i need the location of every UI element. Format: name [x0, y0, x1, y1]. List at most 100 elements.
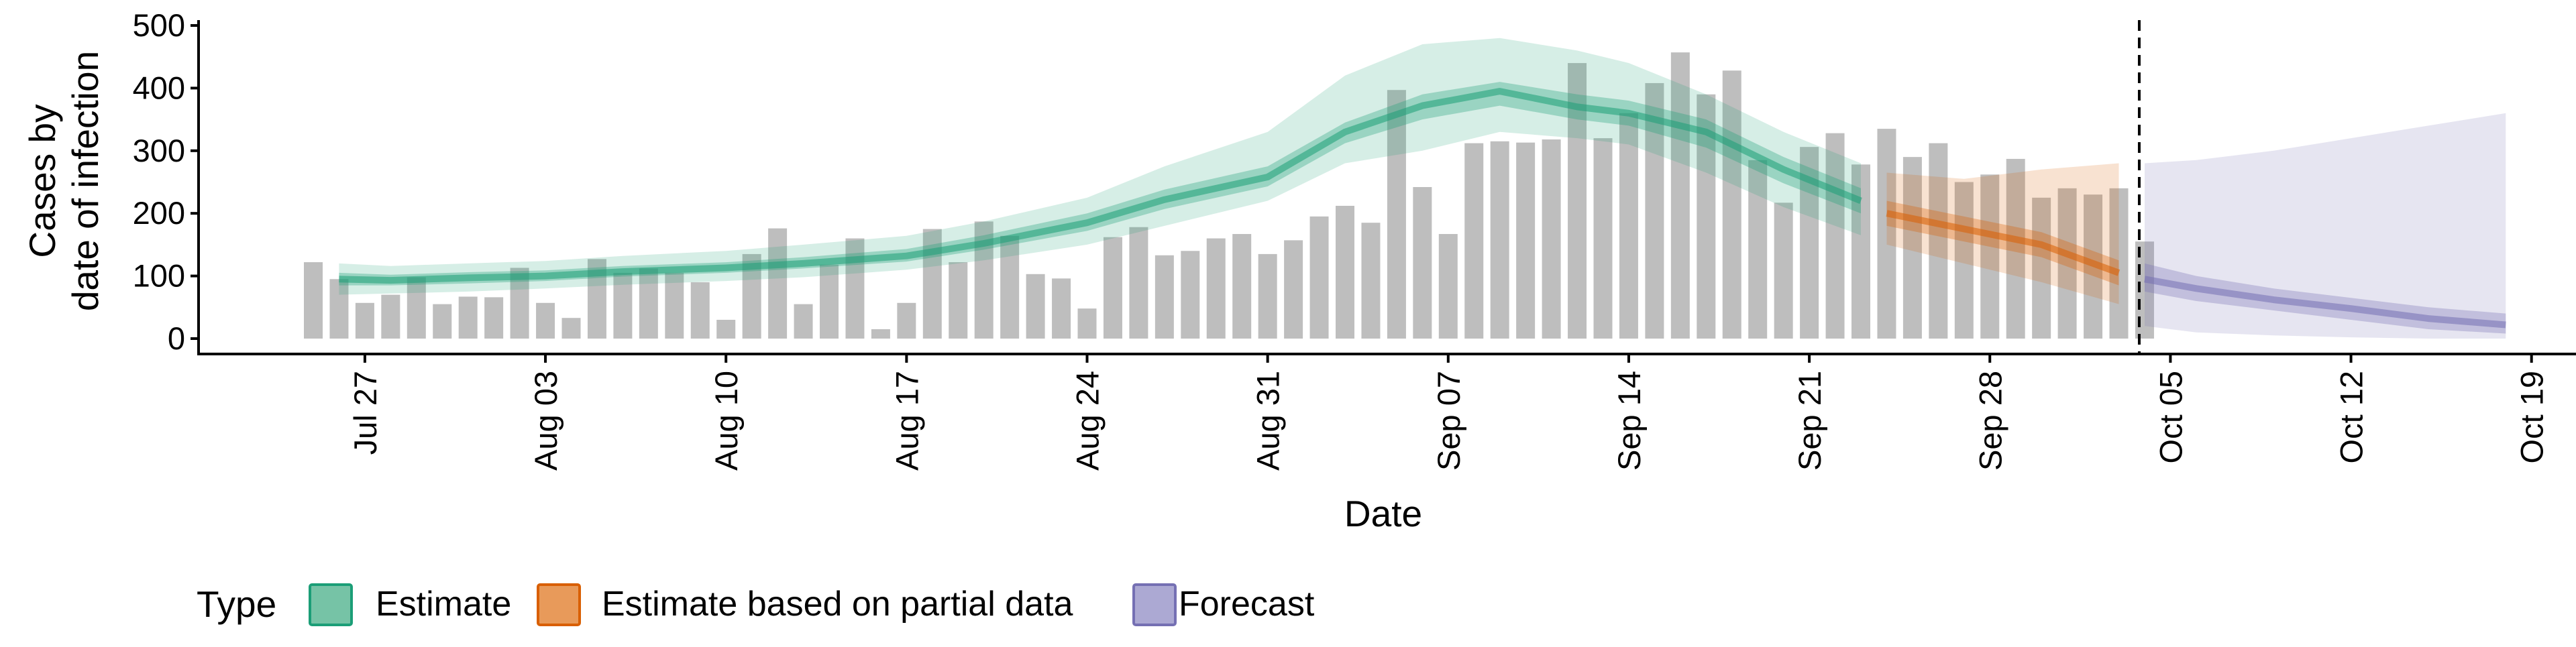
reported-cases-bar: [1490, 141, 1509, 339]
x-axis-ticks: Jul 27 Aug 03 Aug 10 Aug 17 Aug 24 Aug 31 Sep …: [347, 354, 2550, 471]
reported-cases-bar: [639, 268, 658, 339]
x-axis-title: Date: [1344, 493, 1422, 534]
reported-cases-bar: [2032, 197, 2051, 339]
forecast-band-90: [2145, 113, 2506, 339]
estimate-median-line: [339, 88, 1862, 284]
reported-cases-bar: [536, 302, 555, 339]
y-axis-ticks: 0 100 200 300 400 500: [133, 7, 199, 356]
y-tick-label: 100: [133, 258, 185, 294]
estimate-based-on-partial-data-median-line: [1886, 210, 2121, 276]
reported-cases-bar: [1413, 186, 1432, 339]
y-tick-label: 200: [133, 195, 185, 231]
y-tick-label: 500: [133, 7, 185, 43]
reported-cases-bar: [613, 272, 633, 339]
legend: Type Estimate Estimate based on partial …: [197, 583, 1315, 626]
legend-label-partial: Estimate based on partial data: [602, 585, 1073, 624]
y-tick-label: 300: [133, 133, 185, 168]
reported-cases-bar: [1464, 143, 1484, 339]
legend-item-forecast: Forecast: [1132, 583, 1315, 626]
reported-cases-bar: [1438, 234, 1458, 339]
reported-cases-bar: [1155, 255, 1174, 339]
reported-cases-bar: [484, 297, 504, 339]
reported-cases-bar: [1077, 308, 1097, 339]
reported-cases-bar: [458, 296, 478, 339]
x-tick-label: Oct 19: [2514, 371, 2550, 463]
reported-cases-bar: [1026, 274, 1045, 339]
reported-cases-bar: [355, 302, 374, 339]
x-tick-label: Aug 03: [528, 371, 564, 471]
reported-cases-bar: [1284, 240, 1303, 339]
x-tick-label: Sep 28: [1972, 371, 2008, 471]
reported-cases-bar: [716, 319, 736, 339]
reported-cases-bar: [665, 272, 684, 339]
x-tick-label: Oct 05: [2153, 371, 2188, 463]
x-tick-label: Aug 24: [1070, 371, 1106, 471]
estimate-bands: [339, 38, 2506, 339]
legend-label-forecast: Forecast: [1179, 585, 1315, 624]
reported-cases-bar: [794, 304, 813, 339]
legend-swatch-partial: [537, 583, 581, 626]
reported-cases-bar: [1542, 139, 1561, 339]
reported-cases-bar: [2006, 158, 2025, 339]
reported-cases-bar: [768, 228, 788, 339]
x-tick-label: Jul 27: [347, 371, 383, 455]
x-tick-label: Sep 07: [1431, 371, 1466, 471]
reported-cases-bar: [1387, 90, 1406, 339]
reported-cases-bar: [1516, 142, 1536, 339]
axes: 0 100 200 300 400 500 Jul 27 Aug 03 Aug 10 Aug 1…: [133, 7, 2576, 471]
legend-item-estimate: Estimate: [309, 583, 511, 626]
reported-cases-bar: [922, 229, 942, 339]
x-tick-label: Oct 12: [2334, 371, 2369, 463]
reported-cases-bar: [1000, 235, 1020, 339]
legend-title: Type: [197, 583, 276, 625]
reported-cases-bar: [1206, 238, 1226, 339]
reported-cases-bar: [1774, 202, 1793, 339]
reported-cases-bar: [1181, 251, 1200, 339]
y-axis-title-line-1: Cases by: [21, 104, 63, 258]
reported-cases-bar: [1593, 138, 1613, 339]
reported-cases-bar: [1645, 82, 1664, 339]
reported-cases-bar: [1309, 216, 1329, 339]
forecast-median-line: [2144, 276, 2506, 329]
legend-swatch-forecast: [1132, 583, 1177, 626]
reported-cases-bar: [1129, 227, 1148, 339]
reported-cases-bar: [1336, 205, 1354, 339]
reported-cases-bar: [381, 294, 400, 339]
reported-cases-bar: [1902, 157, 1922, 339]
reported-cases-bar: [2057, 188, 2077, 339]
reported-cases-bar: [433, 304, 452, 339]
reported-cases-bar: [1232, 234, 1252, 339]
reported-cases-bar: [897, 302, 916, 339]
reported-cases-bar: [1722, 70, 1741, 339]
reported-cases-bar: [871, 329, 890, 339]
reported-cases-bar: [1052, 278, 1071, 339]
y-axis-title-line-2: date of infection: [64, 51, 106, 311]
y-tick-label: 0: [168, 320, 185, 356]
x-tick-label: Aug 31: [1250, 371, 1286, 471]
reported-cases-bar: [329, 279, 349, 339]
reported-cases-bar: [845, 238, 865, 339]
reported-cases-bars: [304, 52, 2154, 339]
x-tick-label: Aug 17: [889, 371, 924, 471]
reported-cases-bar: [1851, 164, 1870, 339]
reported-cases-bar: [1361, 223, 1381, 339]
reported-cases-bar: [304, 262, 323, 339]
reported-cases-bar: [820, 264, 839, 339]
reported-cases-bar: [561, 318, 581, 339]
reported-cases-bar: [1748, 160, 1768, 339]
legend-swatch-estimate: [309, 583, 353, 626]
legend-item-partial: Estimate based on partial data: [537, 583, 1073, 626]
reported-cases-bar: [1825, 133, 1845, 339]
reported-cases-bar: [690, 282, 710, 339]
reported-cases-bar: [1619, 113, 1638, 339]
reported-cases-bar: [1258, 253, 1277, 339]
x-tick-label: Sep 14: [1611, 371, 1647, 471]
estimate-band-90: [339, 38, 1862, 295]
x-tick-label: Sep 21: [1792, 371, 1827, 471]
reported-cases-bar: [2109, 188, 2129, 339]
reported-cases-bar: [949, 262, 968, 339]
reported-cases-bar: [1980, 174, 2000, 339]
legend-label-estimate: Estimate: [376, 585, 511, 624]
